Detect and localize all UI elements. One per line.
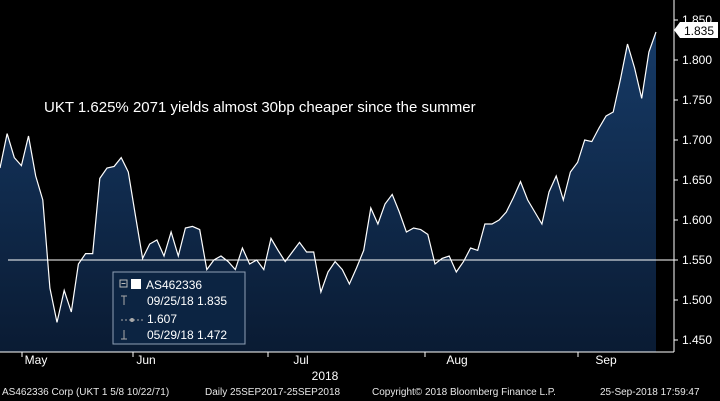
y-tick-label: 1.600 <box>682 213 712 227</box>
footer-security: AS462336 Corp (UKT 1 5/8 10/22/71) <box>2 387 170 398</box>
legend-box: AS462336 09/25/18 1.835 1.607 05/29/18 1… <box>112 271 246 345</box>
y-axis: 1.8501.8001.7501.7001.6501.6001.5501.500… <box>673 0 712 352</box>
x-tick-label-may: May <box>25 353 48 367</box>
high-marker-icon <box>121 295 127 305</box>
footer-range: Daily 25SEP2017-25SEP2018 <box>205 387 341 398</box>
low-marker-icon <box>121 330 127 340</box>
x-tick-label-aug: Aug <box>446 353 467 367</box>
y-tick-label: 1.650 <box>682 173 712 187</box>
y-tick-label: 1.450 <box>682 333 712 347</box>
last-value-label: 1.835 <box>684 24 714 38</box>
chart-annotation: UKT 1.625% 2071 yields almost 30bp cheap… <box>44 99 476 116</box>
legend-mean-value: 1.607 <box>147 312 177 326</box>
footer-copyright: Copyright© 2018 Bloomberg Finance L.P. <box>372 387 556 398</box>
legend-series-name: AS462336 <box>146 278 202 292</box>
last-value-marker: 1.835 <box>674 22 718 38</box>
yield-chart: 1.8501.8001.7501.7001.6501.6001.5501.500… <box>0 0 720 385</box>
x-axis-year-label: 2018 <box>312 369 339 383</box>
y-tick-label: 1.750 <box>682 93 712 107</box>
legend-collapse-icon[interactable] <box>119 279 128 288</box>
y-tick-label: 1.500 <box>682 293 712 307</box>
y-tick-label: 1.550 <box>682 253 712 267</box>
x-tick-label-jun: Jun <box>136 353 155 367</box>
legend-high-value: 09/25/18 1.835 <box>147 294 227 308</box>
y-tick-label: 1.700 <box>682 133 712 147</box>
x-tick-label-sep: Sep <box>595 353 617 367</box>
footer-timestamp: 25-Sep-2018 17:59:47 <box>600 387 700 398</box>
series-swatch-icon <box>131 279 141 289</box>
series-line-AS462336 <box>0 31 657 323</box>
footer-bar: AS462336 Corp (UKT 1 5/8 10/22/71) Daily… <box>0 385 720 401</box>
y-tick-label: 1.800 <box>682 53 712 67</box>
x-axis: May Jun Jul Aug Sep <box>0 351 674 367</box>
mean-marker-icon <box>121 318 143 322</box>
x-tick-label-jul: Jul <box>293 353 308 367</box>
legend-low-value: 05/29/18 1.472 <box>147 328 227 342</box>
